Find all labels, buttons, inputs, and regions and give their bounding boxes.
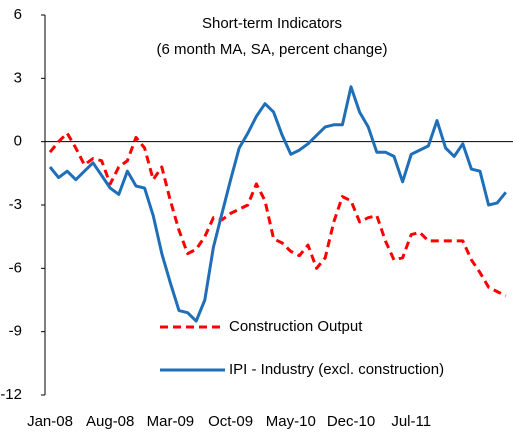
y-tick-label: 6 (14, 6, 22, 23)
y-tick-label: 3 (14, 69, 22, 86)
chart-subtitle: (6 month MA, SA, percent change) (157, 41, 388, 58)
x-tick-label: Aug-08 (86, 413, 134, 430)
y-tick-label: -9 (9, 323, 22, 340)
x-tick-label: Dec-10 (327, 413, 375, 430)
x-tick-label: Jan-08 (27, 413, 73, 430)
y-tick-label: 0 (14, 133, 22, 150)
x-tick-label: Jul-11 (391, 413, 431, 430)
y-tick-label: -12 (0, 386, 22, 403)
legend-label: Construction Output (229, 318, 363, 335)
x-tick-label: Mar-09 (147, 413, 195, 430)
y-tick-label: -3 (9, 196, 22, 213)
x-tick-label: May-10 (266, 413, 316, 430)
y-tick-label: -6 (9, 259, 22, 276)
series-line (48, 85, 507, 323)
chart-title: Short-term Indicators (202, 15, 342, 32)
series-line (48, 131, 507, 298)
legend-label: IPI - Industry (excl. construction) (229, 361, 444, 378)
x-tick-label: Oct-09 (208, 413, 253, 430)
